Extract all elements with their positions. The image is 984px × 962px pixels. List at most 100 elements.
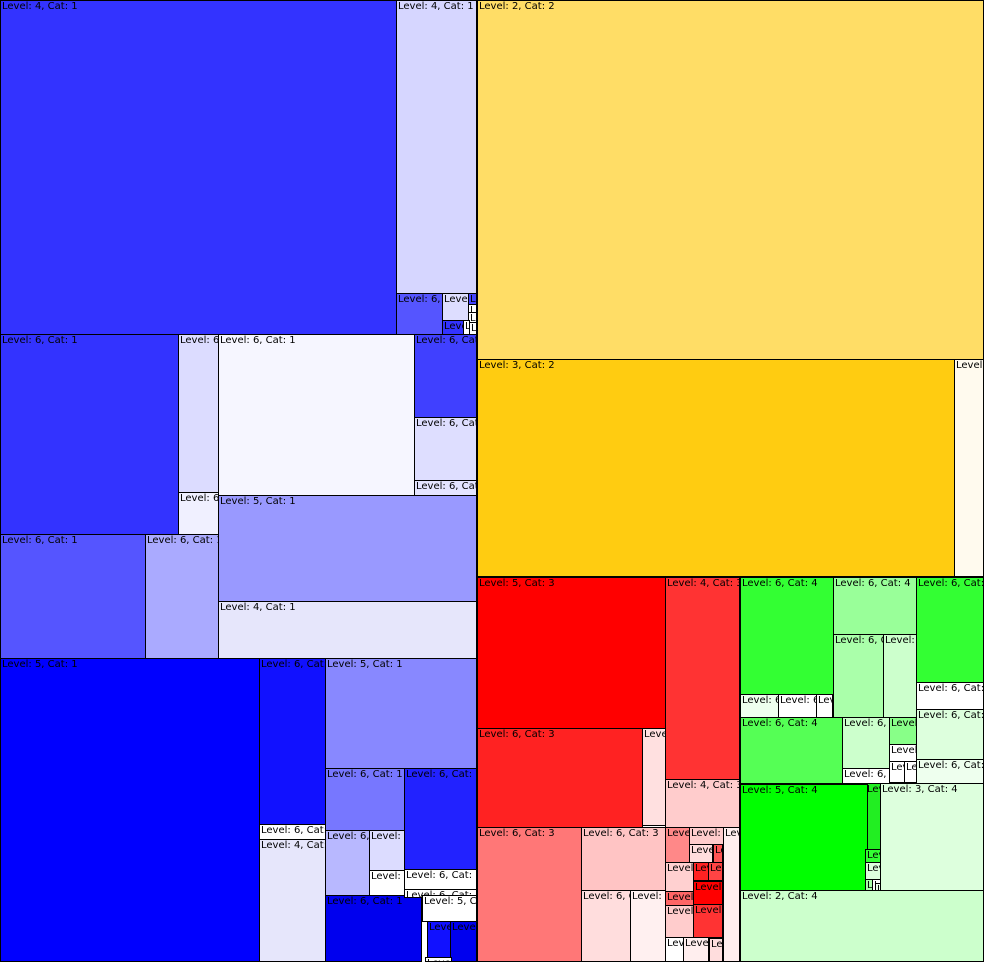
treemap-cell-label: Level: 6, Cat: 1 xyxy=(470,294,476,305)
treemap-cell: Level: 6, Cat: 3 xyxy=(581,827,666,891)
treemap-cell: Level: 6, Cat: 1 xyxy=(325,895,422,962)
treemap-cell: Level: 6, Cat: 3 xyxy=(689,827,724,845)
treemap-cell-label: Level: 6, Cat: 4 xyxy=(885,635,916,646)
treemap-cell-label: Level: 6, Cat: 1 xyxy=(261,825,326,836)
treemap-cell-label: Level: 6, Cat: 3 xyxy=(711,939,723,950)
treemap-cell-label: Level: 6, Cat: 4 xyxy=(844,718,889,729)
treemap-cell: Level: 6, Cat: 1 xyxy=(218,334,415,496)
treemap-cell: Level: 6, Cat: 4 xyxy=(740,694,779,718)
treemap-cell: Level: 6, Cat: 1 xyxy=(404,768,477,870)
treemap-cell: Level: 6, Cat: 1 xyxy=(414,334,477,418)
treemap-cell-label: Level: 6, Cat: 3 xyxy=(667,906,694,917)
treemap-cell: Level: 2, Cat: 4 xyxy=(740,890,984,962)
treemap-cell-label: Level: 4, Cat: 3 xyxy=(667,578,740,589)
treemap-cell-label: Level: 6, Cat: 3 xyxy=(632,891,665,902)
treemap-cell-label: Level: 6, Cat: 4 xyxy=(835,578,911,589)
treemap-cell: Level: 6, Cat: 1 xyxy=(442,293,470,321)
treemap-cell-label: Level: 6, Cat: 4 xyxy=(867,784,880,795)
treemap-cell: Level: 6, Cat: 3 xyxy=(713,844,723,864)
treemap-cell-label: Level: 6, Cat: 4 xyxy=(867,863,880,874)
treemap-cell-label: Level: 6, Cat: 3 xyxy=(685,938,709,949)
treemap-cell: Level: 4, Cat: 1 xyxy=(396,0,477,294)
treemap-cell-label: Level: 6, Cat: 1 xyxy=(327,831,370,842)
treemap-cell-label: Level: 6, Cat: 3 xyxy=(710,863,722,874)
treemap-cell-label: Level: 6, Cat: 1 xyxy=(261,659,326,670)
treemap-cell-label: Level: 6, Cat: 1 xyxy=(465,321,470,332)
treemap-cell-label: Level: 6, Cat: 1 xyxy=(452,922,476,933)
treemap-cell-label: Level: 4, Cat: 1 xyxy=(398,1,474,12)
treemap-cell-label: Level: 6, Cat: 4 xyxy=(918,683,984,694)
treemap-cell-label: Level: 4, Cat: 3 xyxy=(667,780,740,791)
treemap-cell-label: Level: 6, Cat: 4 xyxy=(918,710,984,721)
treemap-cell-label: Level: 6, Cat: 1 xyxy=(327,896,403,907)
treemap-cell: Level: 6, Cat: 3 xyxy=(665,905,694,938)
treemap-cell-label: Level: 4, Cat: 1 xyxy=(2,1,78,12)
treemap-cell: Level: 4, Cat: 1 xyxy=(218,601,477,659)
treemap-cell: Level: 5, Cat: 1 xyxy=(422,895,477,922)
treemap-cell: Level: 6, Cat: 1 xyxy=(425,957,452,962)
treemap-cell-label: Level: 6, Cat: 4 xyxy=(844,769,889,780)
treemap-cell: Level: 6, Cat: 3 xyxy=(693,881,723,905)
treemap-cell: Level: 6, Cat: 3 xyxy=(709,938,723,962)
treemap-cell-label: Level: 2, Cat: 2 xyxy=(479,1,555,12)
treemap-cell: Level: 5, Cat: 1 xyxy=(218,495,477,602)
treemap-cell-label: Level: 6, Cat: 1 xyxy=(147,535,219,546)
treemap-cell-label: Level: 3, Cat: 2 xyxy=(479,360,555,371)
treemap-cell-label: Level: 6, Cat: 3 xyxy=(479,729,555,740)
treemap-cell-label: Level: 4, Cat: 1 xyxy=(261,840,326,851)
treemap-cell-label: Level: 5, Cat: 1 xyxy=(327,659,403,670)
treemap-cell-label: Level: 6, Cat: 1 xyxy=(444,321,463,332)
treemap-cell-label: Level: 6, Cat: 4 xyxy=(742,578,818,589)
treemap-cell-label: Level: 6, Cat: 1 xyxy=(429,922,450,933)
treemap-cell-label: Level: 6, Cat: 1 xyxy=(2,335,78,346)
treemap-cell-label: Level: 6, Cat: 3 xyxy=(691,845,712,856)
treemap-cell: Level: 6, Cat: 1 xyxy=(259,658,326,825)
treemap-cell: Level: 6, Cat: 3 xyxy=(665,862,694,892)
treemap-cell-label: Level: 5, Cat: 1 xyxy=(220,496,296,507)
treemap-cell: Level: 6, Cat: 1 xyxy=(325,830,370,896)
treemap-cell: Level: 6, Cat: 1 xyxy=(0,534,146,659)
treemap-cell: Level: 6, Cat: 3 xyxy=(477,728,643,828)
treemap-cell: Level: 6, Cat: 3 xyxy=(642,728,666,826)
treemap-cell: Level: 6, Cat: 4 xyxy=(778,694,817,718)
treemap-cell-label: Level: 6, Cat: 1 xyxy=(406,769,477,780)
treemap-cell: Level: 6, Cat: 4 xyxy=(842,768,890,784)
treemap-cell: Level: 4, Cat: 3 xyxy=(665,779,740,828)
treemap-cell-label: Level: 6, Cat: 1 xyxy=(220,335,296,346)
treemap-cell: Level: 6, Cat: 4 xyxy=(865,862,881,880)
treemap-cell-label: Level: 6, Cat: 4 xyxy=(867,850,880,861)
treemap-cell: Level: 6, Cat: 4 xyxy=(916,577,984,683)
treemap-cell-label: Level: 6, Cat: 1 xyxy=(406,890,477,898)
treemap-cell-label: Level: 6, Cat: 3 xyxy=(695,905,723,916)
treemap-cell: Level: 2, Cat: 2 xyxy=(477,0,984,360)
treemap-cell-label: Level: 6, Cat: 1 xyxy=(427,958,451,961)
treemap-cell-label: Level: 5, Cat: 4 xyxy=(742,785,818,796)
treemap-cell-label: Level: 6, Cat: 3 xyxy=(691,828,723,839)
treemap-cell: Level: 6, Cat: 3 xyxy=(477,827,582,962)
treemap-cell-label: Level: 6, Cat: 3 xyxy=(644,729,665,740)
treemap-cell-label: Level: 6, Cat: 3 xyxy=(667,863,694,874)
treemap-cell: Level: 3, Cat: 2 xyxy=(477,359,955,577)
treemap-cell-label: Level: 6, Cat: 4 xyxy=(918,760,984,771)
treemap-cell: Level: 5, Cat: 1 xyxy=(325,658,477,769)
treemap-cell: Level: 6, Cat: 4 xyxy=(865,849,881,863)
treemap-cell: Level: 6, Cat: 3 xyxy=(665,937,684,962)
treemap-cell-label: Level: 5, Cat: 1 xyxy=(424,896,477,907)
treemap-cell-label: Level: 6, Cat: 3 xyxy=(667,938,684,949)
treemap-cell: Level: 6, Cat: 1 xyxy=(145,534,219,659)
treemap-cell-label: Level: 5, Cat: 3 xyxy=(479,578,555,589)
treemap-cell: Level: 6, Cat: 3 xyxy=(693,904,723,938)
treemap-cell: Level: 6, Cat: 3 xyxy=(683,937,709,962)
treemap-cell: Level: 6, Cat: 4 xyxy=(889,744,917,762)
treemap-cell-label: Level: 6, Cat: 4 xyxy=(742,718,818,729)
treemap-cell: Level: 6, Cat: 1 xyxy=(396,293,443,335)
treemap-cell-label: Level: 6, Cat: 4 xyxy=(835,635,883,646)
treemap-cell: Level: 6, Cat: 4 xyxy=(740,577,834,695)
treemap-cell-label: Level: 6, Cat: 4 xyxy=(818,695,832,706)
treemap-cell: Level: 6, Cat: 4 xyxy=(889,761,905,783)
treemap-cell-label: Level: 6, Cat: 1 xyxy=(2,535,78,546)
treemap-cell: Level: 6, Cat: 3 xyxy=(665,827,690,863)
treemap-cell: Level: 5, Cat: 1 xyxy=(0,658,260,962)
treemap-cell-label: Level: 6, Cat: 1 xyxy=(470,313,476,323)
